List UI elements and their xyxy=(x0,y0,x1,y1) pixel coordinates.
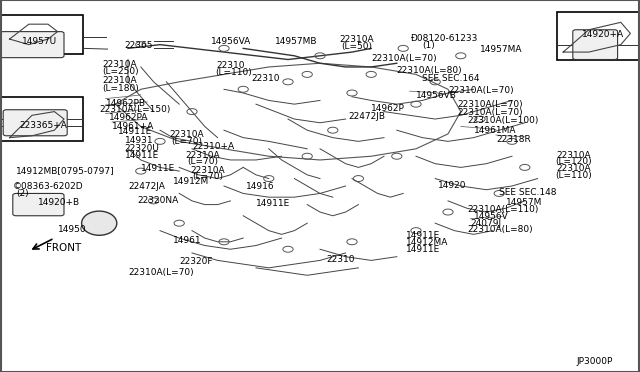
FancyBboxPatch shape xyxy=(0,32,64,58)
Text: 22310A(L=70): 22310A(L=70) xyxy=(371,54,437,63)
Text: 22310: 22310 xyxy=(326,255,355,264)
Text: 14911E: 14911E xyxy=(118,127,153,136)
Text: 14911E: 14911E xyxy=(141,164,175,173)
Text: 14912MB[0795-0797]: 14912MB[0795-0797] xyxy=(16,166,115,175)
Text: 22320U: 22320U xyxy=(125,144,159,153)
Text: Ð08120-61233: Ð08120-61233 xyxy=(410,34,477,43)
Text: 22310A(L=150): 22310A(L=150) xyxy=(99,105,171,114)
Text: 22310A(L=70): 22310A(L=70) xyxy=(448,86,514,94)
FancyBboxPatch shape xyxy=(3,110,67,136)
Text: 14911E: 14911E xyxy=(406,231,441,240)
Text: 14916: 14916 xyxy=(246,182,275,191)
Text: 14957M: 14957M xyxy=(506,198,542,207)
Text: 14962PB: 14962PB xyxy=(106,99,146,108)
Text: 14961MA: 14961MA xyxy=(474,126,516,135)
Text: 14957MA: 14957MA xyxy=(480,45,522,54)
Text: 22310: 22310 xyxy=(216,61,245,70)
Text: 14961+A: 14961+A xyxy=(112,122,154,131)
Text: 24079J: 24079J xyxy=(470,219,502,228)
Text: 22310A: 22310A xyxy=(557,151,591,160)
Text: 22310+A: 22310+A xyxy=(192,142,234,151)
Text: 22320F: 22320F xyxy=(179,257,212,266)
Text: JP3000P: JP3000P xyxy=(576,357,612,366)
Text: 22310A: 22310A xyxy=(102,76,137,85)
Text: 22310A: 22310A xyxy=(339,35,374,44)
Text: (L=70): (L=70) xyxy=(188,157,218,166)
Text: (2): (2) xyxy=(16,189,29,198)
Text: 14956VA: 14956VA xyxy=(211,37,252,46)
Bar xyxy=(1,15,83,54)
Ellipse shape xyxy=(82,211,117,235)
Text: 14961: 14961 xyxy=(173,236,202,245)
Text: 14920+B: 14920+B xyxy=(38,198,81,207)
Text: 14962P: 14962P xyxy=(371,104,405,113)
Text: 14911E: 14911E xyxy=(406,245,441,254)
Text: 14920: 14920 xyxy=(438,181,467,190)
Text: 22310A: 22310A xyxy=(190,166,225,174)
Text: (1): (1) xyxy=(422,41,435,50)
Text: 14920+A: 14920+A xyxy=(582,30,625,39)
Text: (L=250): (L=250) xyxy=(102,67,139,76)
Text: 22310: 22310 xyxy=(251,74,280,83)
Text: 22318R: 22318R xyxy=(496,135,531,144)
Text: (L=50): (L=50) xyxy=(341,42,372,51)
Text: 22365: 22365 xyxy=(125,41,154,50)
Text: 14957U: 14957U xyxy=(22,37,58,46)
Text: 14957MB: 14957MB xyxy=(275,37,317,46)
Text: (L=180): (L=180) xyxy=(102,84,139,93)
Text: 22310A(L=70): 22310A(L=70) xyxy=(458,100,524,109)
Text: 14950: 14950 xyxy=(58,225,86,234)
Text: (L=110): (L=110) xyxy=(216,68,252,77)
Text: (L=70): (L=70) xyxy=(192,172,223,181)
Text: 22310A(L=70): 22310A(L=70) xyxy=(128,268,194,277)
Text: 22310A(L=70): 22310A(L=70) xyxy=(458,108,524,117)
Text: 22310A: 22310A xyxy=(170,130,204,139)
Text: FRONT: FRONT xyxy=(46,243,81,253)
FancyBboxPatch shape xyxy=(13,193,64,216)
Text: 22320NA: 22320NA xyxy=(138,196,179,205)
Bar xyxy=(557,12,639,60)
Text: 22310A(L=100): 22310A(L=100) xyxy=(467,116,539,125)
Text: 14912M: 14912M xyxy=(173,177,209,186)
Text: 22310A: 22310A xyxy=(186,151,220,160)
Text: 223365+A: 223365+A xyxy=(19,121,67,130)
Text: 22310A: 22310A xyxy=(102,60,137,68)
Text: SEE SEC.164: SEE SEC.164 xyxy=(422,74,480,83)
Text: SEE SEC.148: SEE SEC.148 xyxy=(499,188,557,197)
Text: 14911E: 14911E xyxy=(256,199,291,208)
Text: 14956VB: 14956VB xyxy=(416,91,457,100)
Text: 22472JA: 22472JA xyxy=(128,182,165,191)
Text: 14912MA: 14912MA xyxy=(406,238,449,247)
Text: 22310A: 22310A xyxy=(557,164,591,173)
Text: 22472JB: 22472JB xyxy=(349,112,386,121)
Text: 14911E: 14911E xyxy=(125,151,159,160)
Text: (L=70): (L=70) xyxy=(172,137,202,145)
Text: 14962PA: 14962PA xyxy=(109,113,148,122)
FancyBboxPatch shape xyxy=(573,30,618,60)
Bar xyxy=(1,97,83,141)
Text: (L=120): (L=120) xyxy=(556,157,592,166)
Text: 22310A(L=80): 22310A(L=80) xyxy=(397,66,463,75)
Text: 14956V: 14956V xyxy=(474,212,508,221)
Text: (L=110): (L=110) xyxy=(556,171,592,180)
Text: 22310A(L=80): 22310A(L=80) xyxy=(467,225,533,234)
Text: ©08363-6202D: ©08363-6202D xyxy=(13,182,83,191)
Text: 22310A(L=110): 22310A(L=110) xyxy=(467,205,539,214)
Text: 14931: 14931 xyxy=(125,136,154,145)
